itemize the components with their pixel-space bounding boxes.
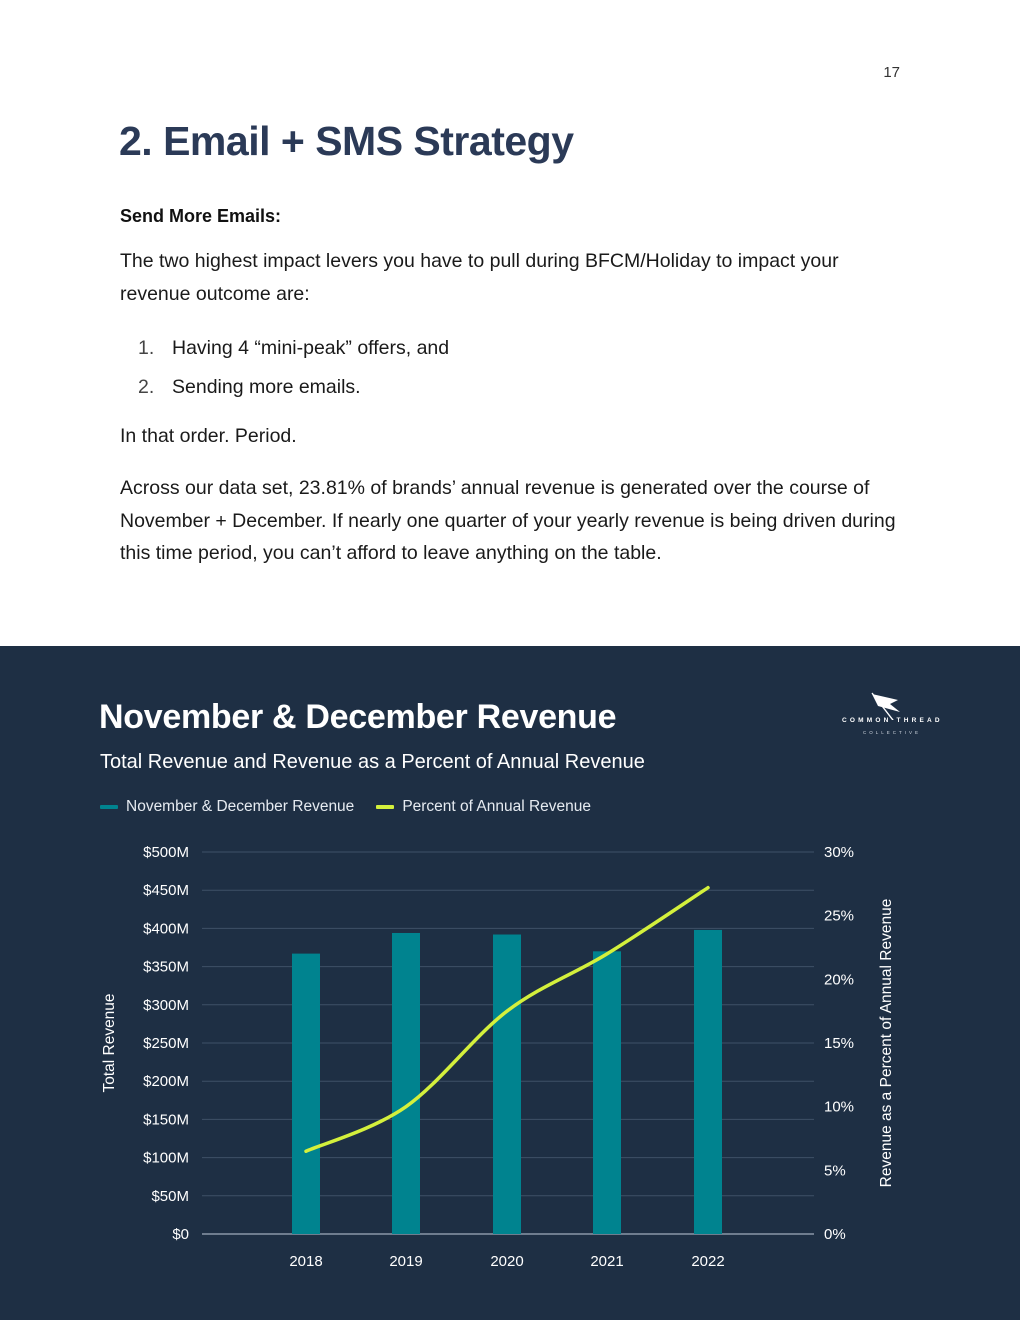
- list-text: Sending more emails.: [172, 375, 361, 398]
- y-tick-label: $0: [172, 1226, 189, 1243]
- y2-axis-title: Revenue as a Percent of Annual Revenue: [878, 899, 895, 1188]
- x-tick-label: 2019: [389, 1253, 422, 1270]
- x-tick-label: 2020: [490, 1253, 523, 1270]
- y-tick-label: $250M: [143, 1035, 189, 1052]
- chart-panel: November & December Revenue Total Revenu…: [0, 646, 1020, 1320]
- legend-swatch-line: [376, 805, 395, 809]
- logo-wordmark: COMMON THREAD: [842, 717, 943, 724]
- list-number: 1.: [138, 337, 155, 359]
- bar-2020: [493, 934, 521, 1234]
- x-tick-label: 2018: [289, 1253, 322, 1270]
- list-text: Having 4 “mini-peak” offers, and: [172, 337, 450, 359]
- bar-2022: [694, 929, 722, 1234]
- x-tick-label: 2022: [691, 1253, 724, 1270]
- chart-title: November & December Revenue: [99, 698, 617, 736]
- combo-chart: $0 $50M $100M $150M $200M $250M $300M $350M $400…: [101, 844, 895, 1270]
- y-tick-label: $450M: [143, 882, 189, 899]
- y2-tick-label: 20%: [824, 971, 854, 988]
- page-number: 17: [883, 64, 900, 81]
- y2-tick-label: 15%: [824, 1035, 854, 1052]
- section-subheading: Send More Emails:: [120, 206, 282, 226]
- y-tick-label: $50M: [151, 1188, 189, 1205]
- y2-tick-label: 30%: [824, 844, 854, 861]
- page-title: 2. Email + SMS Strategy: [119, 118, 574, 164]
- chart-legend: November & December Revenue Percent of A…: [100, 798, 613, 816]
- y2-tick-label: 10%: [824, 1099, 854, 1116]
- x-tick-label: 2021: [590, 1253, 623, 1270]
- bar-2019: [392, 932, 420, 1234]
- legend-label: November & December Revenue: [126, 798, 355, 815]
- flag-icon: [871, 692, 900, 725]
- legend-label: Percent of Annual Revenue: [402, 798, 592, 815]
- brand-logo: COMMON THREAD COLLECTIVE: [842, 690, 942, 740]
- y-axis-title: Total Revenue: [101, 993, 118, 1092]
- bar-2021: [593, 951, 621, 1234]
- body-paragraph: Across our data set, 23.81% of brands’ a…: [120, 477, 896, 564]
- y-tick-label: $400M: [143, 920, 189, 937]
- legend-swatch-bar: [100, 805, 118, 809]
- percent-line: [304, 885, 710, 1153]
- y-tick-label: $150M: [143, 1111, 189, 1128]
- levers-list: 1. Having 4 “mini-peak” offers, and 2. S…: [120, 329, 449, 406]
- y-tick-label: $300M: [143, 997, 189, 1014]
- y-tick-label: $100M: [143, 1150, 189, 1167]
- chart-subtitle: Total Revenue and Revenue as a Percent o…: [100, 751, 645, 773]
- y2-tick-label: 5%: [824, 1162, 846, 1179]
- legend-item-percent: Percent of Annual Revenue: [376, 798, 591, 816]
- list-number: 2.: [138, 375, 155, 398]
- y2-tick-label: 0%: [824, 1226, 846, 1243]
- intro-paragraph: The two highest impact levers you have t…: [120, 250, 839, 305]
- order-note: In that order. Period.: [120, 425, 297, 447]
- legend-item-revenue: November & December Revenue: [100, 798, 354, 816]
- bar-2018: [292, 953, 320, 1234]
- list-item: 2. Sending more emails.: [120, 368, 449, 407]
- list-item: 1. Having 4 “mini-peak” offers, and: [120, 329, 449, 368]
- y-tick-label: $500M: [143, 844, 189, 861]
- y-tick-label: $350M: [143, 959, 189, 976]
- y2-tick-label: 25%: [824, 908, 854, 925]
- logo-tagline: COLLECTIVE: [862, 730, 921, 735]
- y-tick-label: $200M: [143, 1073, 189, 1090]
